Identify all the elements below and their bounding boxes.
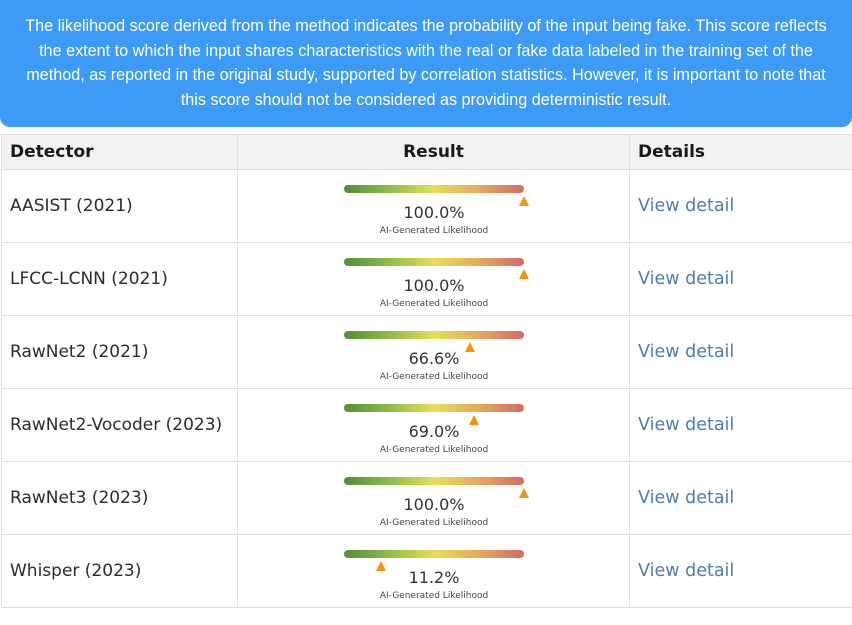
result-cell: 11.2% AI-Generated Likelihood [237,534,630,608]
triangle-up-icon [376,561,387,571]
likelihood-caption: AI-Generated Likelihood [379,372,489,382]
result-cell: 66.6% AI-Generated Likelihood [237,315,630,389]
likelihood-gauge: 11.2% AI-Generated Likelihood [238,535,630,607]
likelihood-gradient-bar [344,331,524,339]
likelihood-gradient-bar [344,404,524,412]
info-notice: The likelihood score derived from the me… [0,0,852,127]
likelihood-gauge: 100.0% AI-Generated Likelihood [238,170,630,242]
view-detail-link[interactable]: View detail [638,488,735,508]
details-cell: View detail [629,461,852,535]
table-header-row: Detector Result Details [1,134,852,170]
likelihood-score: 66.6% [408,349,460,368]
likelihood-score: 100.0% [403,495,465,514]
result-cell: 100.0% AI-Generated Likelihood [237,461,630,535]
table-row: AASIST (2021) 100.0% AI-Generated Likeli… [1,169,852,243]
table-row: Whisper (2023) 11.2% AI-Generated Likeli… [1,534,852,608]
result-cell: 100.0% AI-Generated Likelihood [237,242,630,316]
triangle-up-icon [518,488,529,498]
table-row: RawNet2 (2021) 66.6% AI-Generated Likeli… [1,315,852,389]
likelihood-gradient-bar [344,477,524,485]
likelihood-gauge: 100.0% AI-Generated Likelihood [238,243,630,315]
likelihood-score: 100.0% [403,203,465,222]
detector-name: RawNet2-Vocoder (2023) [1,388,238,462]
view-detail-link[interactable]: View detail [638,561,735,581]
table-row: RawNet2-Vocoder (2023) 69.0% AI-Generate… [1,388,852,462]
likelihood-caption: AI-Generated Likelihood [379,445,489,455]
likelihood-gauge: 66.6% AI-Generated Likelihood [238,316,630,388]
likelihood-caption: AI-Generated Likelihood [379,591,489,601]
view-detail-link[interactable]: View detail [638,196,735,216]
triangle-up-icon [518,269,529,279]
likelihood-caption: AI-Generated Likelihood [379,518,489,528]
header-details: Details [629,134,852,170]
likelihood-score: 69.0% [408,422,460,441]
likelihood-score: 11.2% [408,568,460,587]
triangle-up-icon [465,342,476,352]
likelihood-gauge: 69.0% AI-Generated Likelihood [238,389,630,461]
view-detail-link[interactable]: View detail [638,415,735,435]
likelihood-gradient-bar [344,185,524,193]
detector-name: AASIST (2021) [1,169,238,243]
detector-name: RawNet3 (2023) [1,461,238,535]
header-result: Result [237,134,630,170]
likelihood-caption: AI-Generated Likelihood [379,299,489,309]
view-detail-link[interactable]: View detail [638,269,735,289]
result-cell: 69.0% AI-Generated Likelihood [237,388,630,462]
triangle-up-icon [518,196,529,206]
triangle-up-icon [468,415,479,425]
detector-results-table: Detector Result Details AASIST (2021) 10… [1,134,852,608]
header-detector: Detector [1,134,238,170]
details-cell: View detail [629,534,852,608]
details-cell: View detail [629,315,852,389]
view-detail-link[interactable]: View detail [638,342,735,362]
details-cell: View detail [629,169,852,243]
likelihood-gradient-bar [344,550,524,558]
likelihood-gradient-bar [344,258,524,266]
likelihood-caption: AI-Generated Likelihood [379,226,489,236]
notice-text: The likelihood score derived from the me… [25,17,827,109]
result-cell: 100.0% AI-Generated Likelihood [237,169,630,243]
likelihood-gauge: 100.0% AI-Generated Likelihood [238,462,630,534]
details-cell: View detail [629,388,852,462]
detector-name: LFCC-LCNN (2021) [1,242,238,316]
table-row: RawNet3 (2023) 100.0% AI-Generated Likel… [1,461,852,535]
table-row: LFCC-LCNN (2021) 100.0% AI-Generated Lik… [1,242,852,316]
detector-name: RawNet2 (2021) [1,315,238,389]
detector-name: Whisper (2023) [1,534,238,608]
likelihood-score: 100.0% [403,276,465,295]
details-cell: View detail [629,242,852,316]
